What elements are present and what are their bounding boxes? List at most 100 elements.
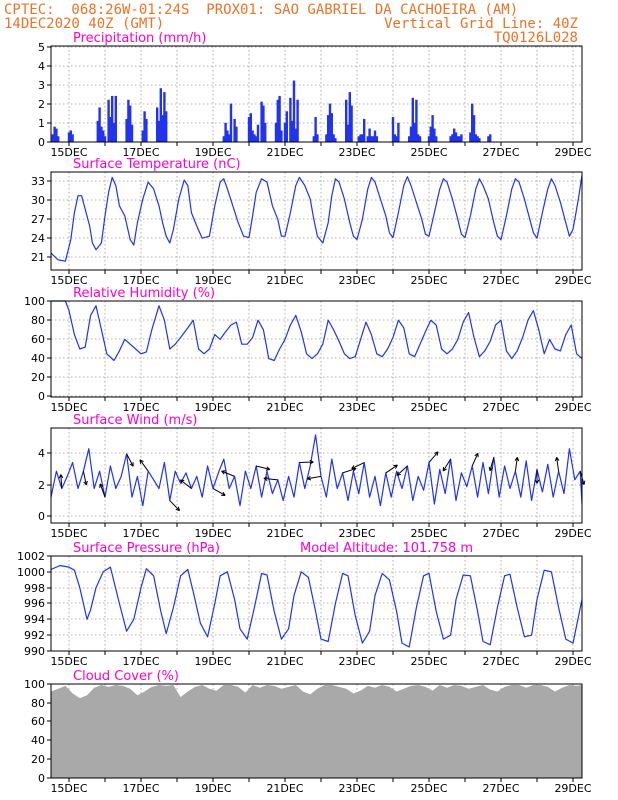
precip-bar (332, 134, 335, 142)
wind-arrow-head (488, 466, 494, 472)
wind-arrow-head (265, 466, 271, 471)
precip-bar (325, 134, 328, 142)
precip-bar (409, 126, 413, 142)
y-tick-label: 990 (24, 645, 45, 658)
x-tick-label: 17DEC (122, 655, 159, 668)
x-tick-label: 29DEC (554, 782, 591, 795)
wind-panel: 0 2 4 15DEC 17DEC 19DEC 21DEC 23DEC 25DEC 27DEC 29… (38, 413, 592, 540)
wind-arrow-head (534, 479, 540, 484)
y-tick-label: 4 (38, 447, 45, 460)
precip-bar (435, 136, 438, 142)
x-tick-label: 27DEC (482, 274, 519, 287)
precip-bar (145, 118, 148, 142)
precip-bar (391, 117, 395, 142)
x-tick-label: 17DEC (122, 274, 159, 287)
rh-frame (50, 300, 583, 398)
wind-arrow-head (139, 459, 144, 464)
y-tick-label: 1002 (17, 550, 45, 563)
precip-bar (224, 122, 227, 142)
x-tick-label: 27DEC (482, 401, 519, 414)
x-tick-label: 15DEC (50, 146, 87, 159)
precip-bar (357, 136, 360, 142)
wind-arrow (99, 483, 106, 498)
wind-arrow (428, 451, 439, 463)
wind-arrow (514, 457, 518, 472)
wind-arrow-head (306, 475, 312, 481)
x-tick-label: 27DEC (482, 782, 519, 795)
precip-bar (156, 107, 159, 142)
wind-arrow (60, 474, 63, 489)
x-tick-label: 25DEC (410, 401, 447, 414)
x-tick-label: 23DEC (338, 274, 375, 287)
y-tick-label: 992 (24, 629, 45, 642)
precip-bar (69, 130, 72, 142)
x-tick-label: 27DEC (482, 527, 519, 540)
y-tick-label: 0 (38, 772, 45, 785)
x-tick-label: 21DEC (266, 655, 303, 668)
cloud-cover-area (51, 684, 582, 778)
precip-bar (114, 95, 117, 142)
x-tick-label: 15DEC (50, 527, 87, 540)
precip-bar (458, 136, 461, 142)
x-tick-label: 15DEC (50, 655, 87, 668)
pressure-frame (50, 555, 583, 652)
wind-arrow (263, 477, 278, 481)
y-tick-label: 4 (38, 60, 45, 73)
wind-arrow-head (351, 465, 356, 470)
wind-arrow-head (263, 476, 268, 481)
x-tick-label: 29DEC (554, 401, 591, 414)
y-tick-label: 33 (31, 175, 45, 188)
precip-bar (294, 128, 297, 142)
temp-title: Surface Temperature (nC) (73, 157, 241, 172)
wind-arrow (221, 470, 235, 477)
x-tick-label: 17DEC (122, 527, 159, 540)
wind-arrow-head (580, 480, 586, 485)
precip-bar (55, 128, 58, 142)
x-tick-label: 23DEC (338, 146, 375, 159)
precip-bar (163, 92, 166, 142)
wind-arrow (169, 500, 180, 511)
precip-bar (285, 111, 288, 142)
precip-bar (159, 88, 162, 142)
precip-bar (449, 136, 452, 142)
y-tick-label: 1 (38, 117, 45, 130)
x-tick-label: 29DEC (554, 146, 591, 159)
y-tick-label: 100 (24, 295, 45, 308)
wind-arrow (385, 464, 398, 474)
y-tick-label: 80 (31, 314, 45, 327)
y-tick-label: 100 (24, 678, 45, 691)
wind-arrow-head (221, 491, 226, 496)
rh-panel: 0 20 40 60 80 100 15DEC 17DEC 19DEC 21DEC 23DEC 25D… (24, 286, 592, 414)
wind-arrow-head (309, 459, 314, 465)
precip-bar (348, 92, 351, 142)
wind-title: Surface Wind (m/s) (73, 413, 197, 428)
precip-bar (274, 122, 278, 142)
wind-arrow-head (175, 506, 181, 512)
precip-bar (469, 132, 472, 142)
precip-bar (278, 95, 281, 142)
precip-bar (370, 136, 373, 142)
wind-arrow-head (58, 474, 64, 479)
precip-panel: 0 1 2 3 4 5 15DEC 17DEC 19DEC 21DEC 23DEC 25DEC 27DE… (38, 31, 592, 159)
precip-bar (431, 115, 434, 142)
x-tick-label: 23DEC (338, 401, 375, 414)
temp-panel: 21 24 27 30 33 15DEC 17DEC 19DEC 21DEC 23DEC 25DEC… (31, 157, 592, 287)
y-tick-label: 21 (31, 251, 45, 264)
cloud-panel: 0 20 40 60 80 100 15DEC 17DEC 19DEC 21DEC 23DEC 25D… (24, 669, 592, 795)
y-tick-label: 0 (38, 136, 45, 149)
precip-bar (489, 134, 492, 142)
y-tick-label: 3 (38, 79, 45, 92)
wind-frame (50, 427, 583, 524)
wind-arrow (396, 465, 408, 476)
x-tick-label: 19DEC (194, 146, 231, 159)
precip-bar (276, 99, 279, 142)
precip-bar (474, 134, 477, 142)
precip-bar (228, 134, 231, 142)
y-tick-label: 996 (24, 597, 45, 610)
precip-bar (395, 136, 398, 142)
rh-series-line (51, 300, 583, 362)
x-tick-label: 15DEC (50, 274, 87, 287)
y-tick-label: 60 (31, 333, 45, 346)
precip-bar (130, 124, 134, 142)
wind-arrow (256, 465, 270, 470)
